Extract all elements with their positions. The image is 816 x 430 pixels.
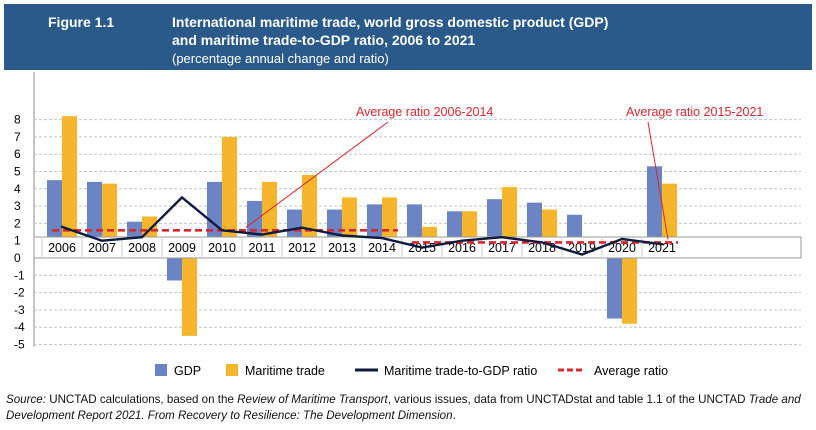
y-tick-label: -2	[14, 286, 25, 300]
legend-gdp-swatch	[155, 364, 167, 376]
source-text-2: , various issues, data from UNCTADstat a…	[387, 393, 749, 406]
gdp-bar	[647, 166, 662, 258]
legend-gdp-label: GDP	[174, 364, 201, 378]
y-tick-label: 2	[14, 216, 21, 230]
x-tick-label: 2013	[328, 241, 356, 255]
x-tick-label: 2012	[288, 241, 316, 255]
bars-layer	[47, 116, 677, 336]
ratio-point	[380, 236, 384, 240]
annotations: Average ratio 2006-2014 Average ratio 201…	[245, 105, 763, 240]
annotation-2006-2014-pointer	[245, 121, 389, 228]
y-tick-label: -3	[14, 303, 25, 317]
x-axis-tick-labels: 2006 2007 2008 2009 2010 2011 2012 2013 2014 2015…	[48, 241, 676, 255]
legend-average-label: Average ratio	[594, 364, 668, 378]
maritime-trade-bar	[182, 258, 197, 336]
y-tick-label: 3	[14, 199, 21, 213]
legend-maritime-trade-label: Maritime trade	[245, 364, 325, 378]
legend-ratio-label: Maritime trade-to-GDP ratio	[384, 364, 537, 378]
x-tick-label: 2008	[128, 241, 156, 255]
x-tick-label: 2007	[88, 241, 116, 255]
chart-area: 8 7 6 5 4 3 2 1 0 -1 -2 -3 -4 -5 2006 2007 2008 2009 2010…	[14, 72, 802, 378]
source-italic-1: Review of Maritime Transport	[237, 393, 388, 406]
legend: GDP Maritime trade Maritime trade-to-GDP r…	[155, 364, 668, 378]
ratio-point	[500, 236, 504, 239]
y-tick-label: -5	[14, 338, 25, 352]
ratio-point	[580, 253, 584, 256]
x-tick-label: 2014	[368, 241, 396, 255]
annotation-2015-2021-pointer	[647, 121, 669, 240]
chart-subtitle: (percentage annual change and ratio)	[172, 51, 389, 66]
ratio-point	[340, 234, 344, 237]
ratio-point	[620, 237, 624, 241]
source-label: Source:	[6, 393, 46, 406]
source-note: Source: UNCTAD calculations, based on th…	[6, 392, 812, 424]
ratio-point	[540, 241, 544, 244]
y-tick-label: 0	[14, 251, 21, 265]
y-tick-label: 6	[14, 147, 21, 161]
figure-header: Figure 1.1 International maritime trade,…	[4, 4, 812, 70]
maritime-trade-bar	[622, 258, 637, 324]
y-tick-label: 8	[14, 113, 21, 127]
x-tick-label: 2010	[208, 241, 236, 255]
maritime-trade-bar	[62, 116, 77, 258]
ratio-point	[100, 239, 104, 242]
gdp-bar	[607, 258, 622, 319]
ratio-line	[61, 196, 663, 256]
chart-title-line2: and maritime trade-to-GDP ratio, 2006 to…	[172, 32, 476, 48]
x-tick-label: 2017	[488, 241, 516, 255]
y-tick-label: 7	[14, 130, 21, 144]
ratio-point	[460, 239, 464, 242]
source-text-1: UNCTAD calculations, based on the	[45, 393, 238, 406]
x-tick-label: 2006	[48, 241, 76, 255]
y-tick-label: 1	[14, 234, 21, 248]
source-text-3: .	[452, 409, 456, 422]
ratio-point	[180, 196, 184, 199]
x-tick-label: 2020	[608, 241, 636, 255]
ratio-point	[60, 225, 64, 229]
y-axis-tick-labels: 8 7 6 5 4 3 2 1 0 -1 -2 -3 -4 -5	[14, 113, 25, 352]
ratio-point	[260, 233, 264, 236]
x-tick-label: 2011	[249, 241, 276, 255]
annotation-2006-2014: Average ratio 2006-2014	[356, 105, 493, 119]
y-tick-label: -1	[14, 268, 25, 282]
y-tick-label: -4	[14, 320, 25, 334]
annotation-2015-2021: Average ratio 2015-2021	[626, 105, 763, 119]
ratio-point	[300, 226, 304, 229]
ratio-point	[220, 229, 224, 232]
source-italic-2: Trade and Development Report 2021. From …	[6, 393, 801, 422]
x-tick-label: 2016	[448, 241, 476, 255]
ratio-point	[660, 242, 664, 246]
ratio-point	[420, 246, 424, 249]
maritime-trade-bar	[222, 136, 237, 258]
figure-label: Figure 1.1	[48, 14, 115, 30]
y-tick-label: 5	[14, 165, 21, 179]
ratio-point	[140, 236, 144, 239]
chart-title-line1: International maritime trade, world gros…	[172, 14, 609, 30]
gdp-bar	[167, 258, 182, 281]
x-tick-label: 2009	[168, 241, 196, 255]
legend-maritime-trade-swatch	[226, 364, 238, 376]
ratio-line-layer	[60, 196, 664, 256]
y-tick-label: 4	[14, 182, 21, 196]
